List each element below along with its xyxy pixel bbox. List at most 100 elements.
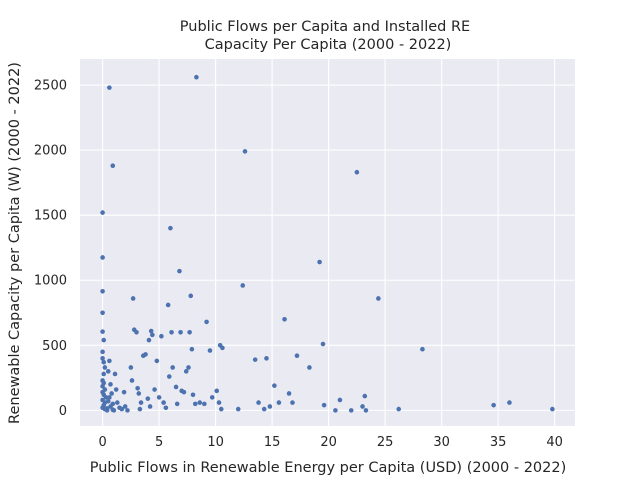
data-point (218, 406, 224, 412)
y-tick-label: 1000 (34, 274, 67, 289)
data-point (166, 374, 172, 379)
data-point (111, 408, 117, 413)
data-point (119, 406, 125, 412)
data-point (174, 401, 180, 407)
data-point (321, 402, 327, 408)
data-point (272, 383, 277, 388)
data-point (163, 405, 169, 411)
data-point (169, 330, 174, 335)
data-point (264, 356, 269, 361)
data-point (130, 296, 136, 301)
chart-title-line-1: Public Flows per Capita and Installed RE (180, 19, 470, 35)
data-point (333, 408, 338, 413)
y-tick-label: 500 (42, 339, 67, 354)
data-point (114, 400, 120, 405)
data-point (100, 289, 105, 294)
data-point (307, 365, 312, 370)
data-point (101, 337, 107, 343)
data-point (362, 393, 368, 399)
data-point (177, 268, 182, 274)
data-point (189, 346, 195, 352)
data-point (354, 169, 360, 175)
data-point (105, 369, 111, 374)
y-tick-label: 2500 (34, 79, 67, 94)
data-point (129, 378, 135, 383)
data-point (146, 337, 152, 343)
data-point (107, 358, 112, 364)
data-point (363, 408, 369, 413)
data-point (282, 316, 287, 322)
data-point (173, 384, 179, 390)
x-tick-label: 20 (320, 435, 337, 450)
data-point (187, 330, 192, 335)
data-point (207, 348, 213, 353)
data-point (276, 400, 282, 405)
data-point (256, 400, 261, 405)
data-point (261, 406, 267, 412)
data-point (148, 328, 154, 334)
y-tick-label: 2000 (34, 144, 67, 159)
data-point (121, 389, 127, 395)
data-point (108, 382, 113, 387)
data-point (214, 388, 220, 394)
data-point (100, 356, 105, 361)
x-tick-label: 25 (377, 435, 394, 450)
data-point (102, 365, 108, 370)
data-point (550, 406, 555, 412)
data-point (168, 225, 173, 231)
data-point (170, 365, 175, 370)
x-tick-label: 40 (546, 435, 563, 450)
plot-area (80, 59, 575, 426)
data-point (159, 333, 164, 339)
data-point (135, 385, 140, 391)
data-point (267, 404, 273, 409)
data-point (197, 400, 203, 405)
data-point (286, 391, 292, 396)
data-point (317, 259, 322, 265)
data-point (110, 163, 116, 169)
data-point (143, 352, 148, 357)
y-tick-labels: 0 500 1000 1500 2000 2500 (34, 79, 67, 419)
data-point (138, 400, 144, 405)
data-point (107, 395, 112, 400)
data-point (107, 85, 112, 90)
data-point (192, 401, 198, 407)
data-point (100, 210, 105, 215)
y-tick-label: 1500 (34, 209, 67, 224)
data-point (161, 400, 166, 405)
x-tick-label: 0 (98, 435, 106, 450)
data-point (235, 406, 241, 412)
x-tick-label: 35 (490, 435, 507, 450)
data-point (100, 329, 105, 334)
data-point (103, 395, 109, 400)
data-point (186, 365, 191, 370)
data-point (101, 371, 107, 377)
data-point (491, 402, 496, 408)
data-point (134, 330, 139, 335)
data-point (337, 397, 343, 403)
y-tick-label: 0 (59, 404, 67, 419)
data-point (104, 406, 110, 411)
data-point (100, 310, 105, 316)
data-point (156, 395, 162, 400)
data-point (290, 400, 295, 405)
data-point (145, 396, 151, 401)
data-point (320, 341, 326, 347)
data-point (100, 384, 105, 389)
data-point (360, 404, 365, 409)
data-point (252, 357, 258, 362)
data-point (242, 149, 248, 154)
data-point (147, 404, 153, 409)
data-point (150, 332, 155, 338)
x-tick-label: 15 (264, 435, 281, 450)
data-point (125, 408, 130, 413)
data-point (194, 74, 199, 80)
data-point (178, 330, 183, 335)
data-point (396, 406, 402, 412)
data-point (507, 400, 512, 405)
data-point (137, 406, 143, 412)
data-point (294, 353, 300, 359)
data-point (105, 398, 111, 404)
